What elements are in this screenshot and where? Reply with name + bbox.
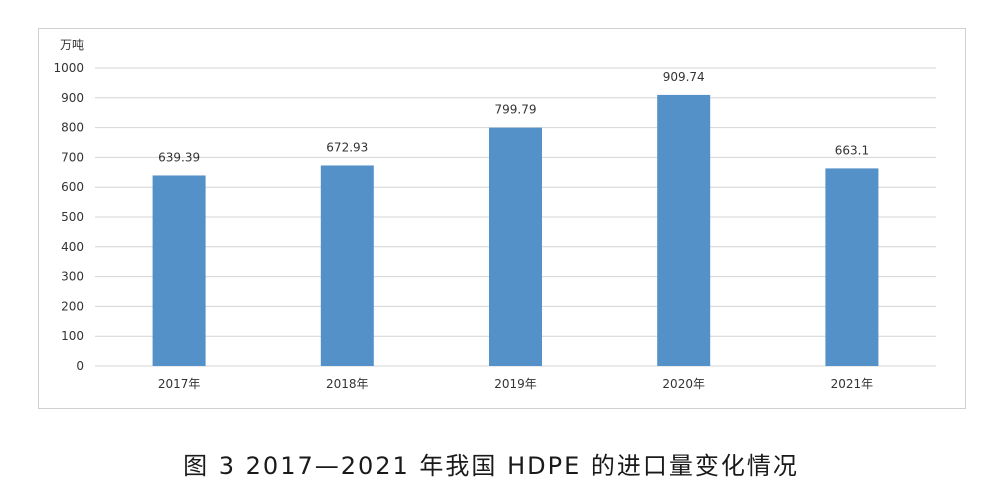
y-tick-label: 300 [61,270,84,284]
bar [320,165,374,366]
data-label: 799.79 [495,103,537,117]
x-tick-label: 2018年 [326,377,369,391]
bar [825,168,879,366]
data-label: 639.39 [158,150,200,164]
y-tick-label: 0 [76,359,84,373]
y-tick-label: 500 [61,210,84,224]
y-unit-label: 万吨 [60,38,84,52]
y-tick-label: 400 [61,240,84,254]
x-tick-label: 2020年 [662,377,705,391]
y-tick-label: 900 [61,91,84,105]
y-tick-label: 800 [61,121,84,135]
x-tick-label: 2019年 [494,377,537,391]
figure-caption: 图 3 2017—2021 年我国 HDPE 的进口量变化情况 [183,452,799,480]
x-tick-label: 2021年 [831,377,874,391]
y-tick-label: 100 [61,329,84,343]
bar [152,175,206,366]
y-tick-label: 1000 [53,61,84,75]
bar [489,127,542,366]
y-tick-label: 600 [61,180,84,194]
x-tick-label: 2017年 [158,377,201,391]
bar [657,94,711,367]
y-tick-label: 700 [61,150,84,164]
data-label: 663.1 [835,143,869,157]
bar-chart: 万吨 0 100 200 300 400 500 600 700 800 900 1000 639.39… [38,28,966,409]
y-tick-label: 200 [61,299,84,313]
chart-frame [38,28,966,409]
data-label: 672.93 [326,140,368,154]
data-label: 909.74 [663,70,705,84]
